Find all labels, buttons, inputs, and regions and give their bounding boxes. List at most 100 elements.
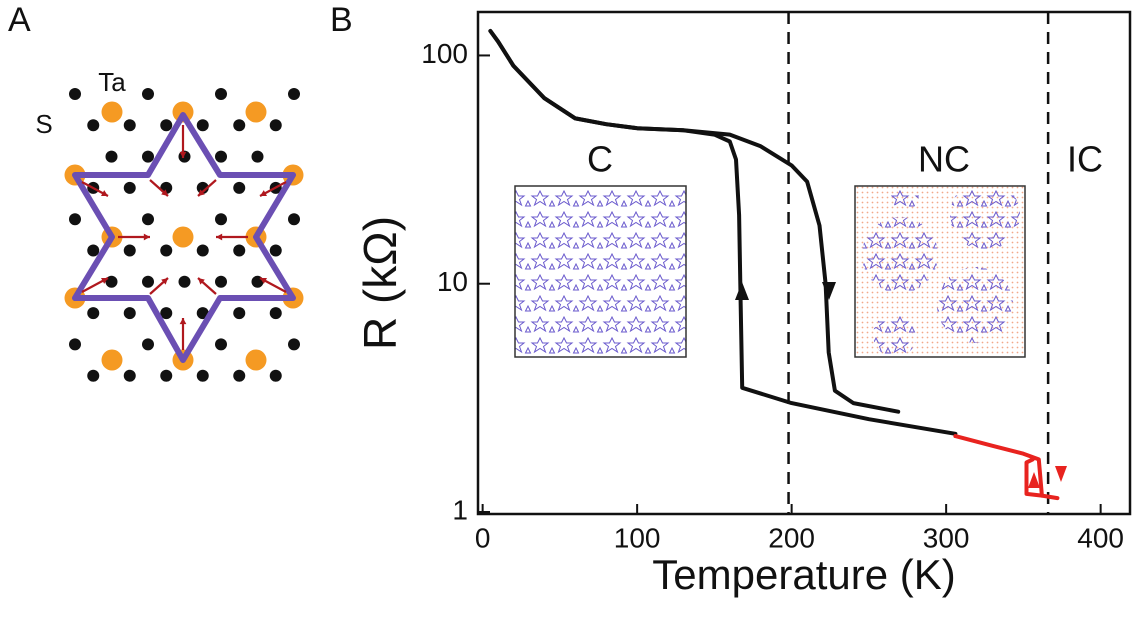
sulfur-atom bbox=[160, 244, 173, 257]
tantalum-atom bbox=[245, 349, 267, 371]
sulfur-atom bbox=[123, 307, 136, 320]
arrow-head bbox=[179, 318, 187, 325]
domain bbox=[873, 313, 917, 357]
arrow-head bbox=[260, 277, 267, 284]
tantalum-atom bbox=[101, 101, 123, 123]
sulfur-atom bbox=[269, 307, 282, 320]
inset-c bbox=[514, 185, 687, 358]
sulfur-atom bbox=[215, 88, 227, 100]
atom-label: S bbox=[35, 109, 52, 139]
arrow-head bbox=[216, 233, 223, 241]
sulfur-atom bbox=[142, 213, 154, 226]
x-tick-label: 400 bbox=[1077, 522, 1124, 553]
sulfur-atom bbox=[123, 119, 136, 132]
arrow-head bbox=[161, 189, 168, 196]
sulfur-atom bbox=[178, 275, 191, 288]
inset-nc bbox=[855, 186, 1025, 357]
y-axis-label: R (kΩ) bbox=[354, 216, 406, 350]
direction-arrow bbox=[1055, 466, 1067, 482]
sulfur-atom bbox=[123, 369, 136, 382]
sulfur-atom bbox=[123, 181, 136, 194]
sulfur-atom bbox=[215, 338, 227, 351]
phase-label: IC bbox=[1067, 139, 1103, 180]
y-tick-label: 1 bbox=[452, 494, 468, 525]
x-tick-label: 300 bbox=[923, 522, 970, 553]
sulfur-atom bbox=[233, 369, 246, 382]
sulfur-atom bbox=[251, 150, 264, 163]
sulfur-atom bbox=[196, 369, 209, 382]
plot-frame bbox=[476, 10, 1132, 516]
sulfur-atom bbox=[142, 338, 154, 351]
sulfur-atom bbox=[233, 244, 246, 257]
atom-label: Ta bbox=[98, 67, 126, 97]
sulfur-atom bbox=[105, 150, 118, 163]
sulfur-atom bbox=[87, 307, 100, 320]
sulfur-atom bbox=[196, 119, 209, 132]
arrow-head bbox=[101, 277, 108, 284]
sulfur-atom bbox=[142, 150, 154, 163]
arrow-head bbox=[101, 190, 108, 197]
domain bbox=[891, 186, 919, 210]
inset-frame bbox=[854, 185, 1026, 358]
star-of-david bbox=[72, 112, 296, 363]
arrow-head bbox=[161, 278, 168, 285]
sulfur-atom bbox=[87, 369, 100, 382]
phase-label: C bbox=[587, 139, 613, 180]
tantalum-atom bbox=[101, 349, 123, 371]
x-tick-label: 0 bbox=[475, 522, 491, 553]
sulfur-atom bbox=[160, 369, 173, 382]
inset-commensurate bbox=[514, 185, 687, 358]
sulfur-atom bbox=[160, 307, 173, 320]
arrow-head bbox=[143, 233, 150, 241]
sulfur-atom bbox=[233, 181, 246, 194]
phase-label: NC bbox=[918, 139, 970, 180]
tantalum-atom bbox=[172, 226, 194, 248]
x-tick-label: 200 bbox=[768, 522, 815, 553]
y-tick-label: 10 bbox=[437, 266, 468, 297]
domain bbox=[950, 186, 1020, 250]
arrow-head bbox=[179, 151, 187, 158]
arrow-head bbox=[198, 278, 205, 285]
sulfur-atom bbox=[251, 275, 264, 288]
tantalum-atom bbox=[172, 101, 194, 123]
arrow-head bbox=[260, 190, 267, 197]
sulfur-atom bbox=[269, 244, 282, 257]
sulfur-atom bbox=[142, 88, 154, 100]
sulfur-atom bbox=[269, 119, 282, 132]
sulfur-atom bbox=[69, 88, 81, 100]
sulfur-atom bbox=[288, 338, 300, 351]
sulfur-atom bbox=[196, 244, 209, 257]
sulfur-atom bbox=[196, 181, 209, 194]
x-tick-label: 100 bbox=[614, 522, 661, 553]
domain bbox=[937, 267, 1013, 343]
panel-label: B bbox=[330, 1, 353, 39]
sulfur-atom bbox=[69, 338, 81, 351]
sulfur-atom bbox=[87, 119, 100, 132]
sulfur-atom bbox=[105, 275, 118, 288]
sulfur-atom bbox=[69, 213, 81, 226]
sulfur-atom bbox=[288, 213, 300, 226]
sulfur-atom bbox=[123, 244, 136, 257]
x-axis-label: Temperature (K) bbox=[652, 551, 955, 598]
sulfur-atom bbox=[160, 119, 173, 132]
resistance-curve bbox=[953, 434, 1060, 501]
sulfur-atom bbox=[142, 275, 154, 288]
resistance-curve bbox=[1024, 457, 1044, 498]
tantalum-atom bbox=[245, 101, 267, 123]
sulfur-atom bbox=[269, 369, 282, 382]
domain bbox=[862, 217, 938, 293]
resistance-curve bbox=[488, 29, 901, 414]
sulfur-atom bbox=[215, 213, 227, 226]
sulfur-atom bbox=[233, 119, 246, 132]
direction-arrow bbox=[1028, 472, 1040, 488]
sulfur-atom bbox=[288, 88, 300, 100]
panel-label: A bbox=[8, 1, 31, 39]
y-tick-label: 100 bbox=[421, 38, 468, 69]
arrow-head bbox=[198, 189, 205, 196]
sulfur-atom bbox=[233, 307, 246, 320]
lattice-diagram bbox=[64, 88, 304, 382]
sulfur-atom bbox=[215, 150, 227, 163]
sulfur-atom bbox=[215, 275, 227, 288]
sulfur-atom bbox=[87, 244, 100, 257]
